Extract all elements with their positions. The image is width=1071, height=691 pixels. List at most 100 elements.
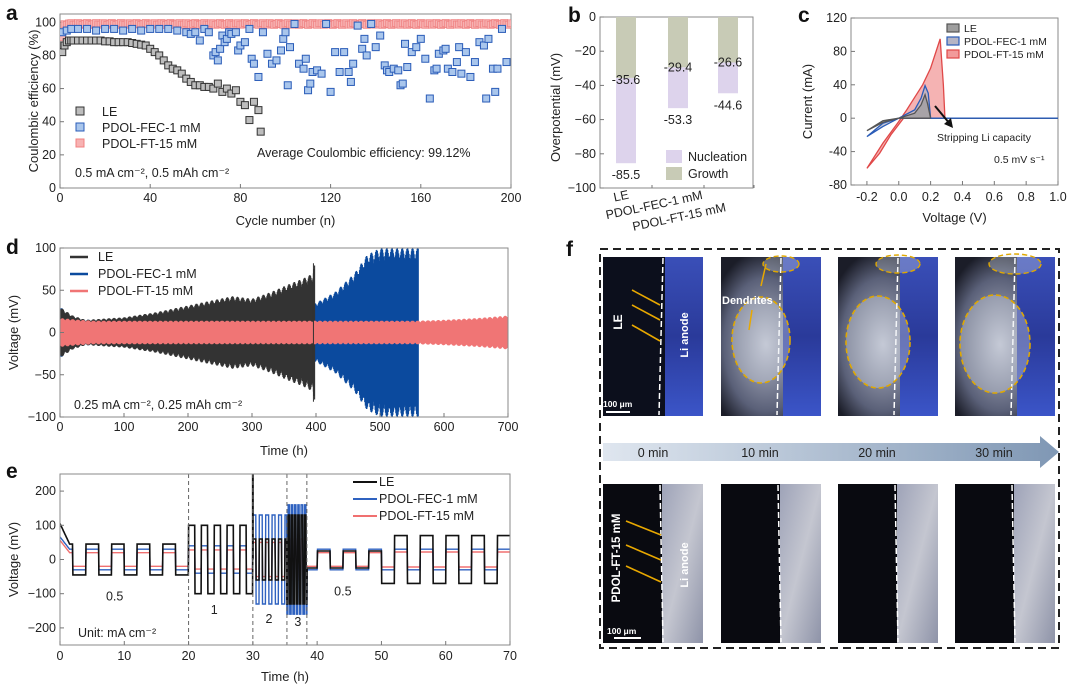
data-point-pdol-fec: [360, 34, 369, 43]
data-point-pdol-fec: [306, 79, 315, 88]
x-tick-label: 0.0: [890, 190, 907, 204]
data-point-pdol-fec: [407, 48, 416, 57]
x-tick-label: 20: [182, 649, 196, 663]
timeline-label: 10 min: [741, 446, 779, 460]
scale-bar-label: 100 μm: [607, 626, 637, 636]
data-point-pdol-fec: [344, 68, 353, 76]
data-point-pdol-fec: [448, 68, 457, 76]
pointer-arrow-icon: [625, 565, 662, 583]
y-tick-label: −80: [575, 147, 596, 161]
data-point-pdol-fec: [110, 24, 119, 33]
data-point-pdol-fec: [164, 24, 173, 33]
li-anode-region: [662, 484, 703, 643]
pointer-arrow-icon: [625, 544, 662, 561]
x-tick-label: 1.0: [1049, 190, 1066, 204]
micrograph-pdol-2: [838, 484, 938, 643]
y-tick-label: 0: [589, 10, 596, 24]
panel-label-e: e: [6, 460, 18, 483]
panel-label-d: d: [6, 236, 19, 259]
data-point-pdol-fec: [358, 44, 367, 53]
plot-area-d: [60, 248, 508, 417]
data-point-pdol-fec: [272, 56, 281, 65]
data-point-le: [177, 69, 186, 78]
data-point-pdol-fec: [304, 86, 313, 95]
data-point-pdol-fec: [353, 21, 362, 30]
panel-e: e −200 −100 0 100 200 0 10 20 30 40 50 60 70 Time (h) V…: [6, 460, 517, 684]
annotation-conditions: 0.25 mA cm⁻², 0.25 mAh cm⁻²: [74, 398, 242, 412]
data-point-pdol-fec: [276, 46, 285, 55]
segment-label: 0.5: [334, 584, 351, 598]
x-category-label: LE: [612, 188, 630, 205]
cv-curve-pdol-ft-15-mm: [866, 38, 1058, 169]
li-anode-region: [1017, 257, 1055, 416]
data-point-le: [213, 79, 222, 88]
data-point-pdol-fec: [231, 28, 240, 37]
plot-frame-a: [59, 13, 512, 189]
x-tick-label: 200: [501, 191, 522, 205]
data-point-pdol-fec: [299, 64, 308, 73]
y-tick-label: 80: [833, 44, 847, 58]
data-point-pdol-fec: [286, 43, 295, 52]
micrograph-le-3: [955, 253, 1055, 416]
y-tick-label: −200: [28, 621, 56, 635]
plot-area-a: [60, 19, 511, 136]
x-axis-label: Time (h): [261, 669, 309, 684]
plot-frame-c: [850, 17, 1059, 186]
data-point-le: [159, 56, 168, 65]
data-point-pdol-fec: [173, 26, 182, 35]
scale-bar-label: 100 μm: [603, 399, 633, 409]
data-point-pdol-fec: [441, 44, 450, 53]
x-tick-label: 0.6: [986, 190, 1003, 204]
micrograph-pdol-3: [955, 484, 1055, 643]
data-point-pdol-fec: [470, 58, 479, 67]
dendrite-outline: [731, 296, 791, 384]
data-point-pdol-ft: [507, 19, 511, 28]
x-tick-label: 400: [306, 420, 327, 434]
data-point-pdol-fec: [398, 79, 407, 88]
dendrite-outline: [959, 294, 1031, 394]
data-label-nucleation: -85.5: [612, 168, 641, 182]
x-tick-label: 0: [57, 191, 64, 205]
y-tick-label: 200: [35, 484, 56, 498]
x-tick-label: 40: [143, 191, 157, 205]
data-point-pdol-fec: [128, 24, 137, 33]
x-tick-label: 120: [320, 191, 341, 205]
segment-label: 1: [211, 603, 218, 617]
y-tick-label: −60: [575, 113, 596, 127]
legend-swatch-nucleation: [666, 150, 682, 163]
li-anode-region: [900, 257, 938, 416]
data-point-pdol-fec: [191, 28, 200, 37]
annotation-average-ce: Average Coulombic efficiency: 99.12%: [257, 146, 471, 160]
bar-growth: [718, 17, 738, 63]
label-li-anode: Li anode: [679, 312, 691, 357]
y-tick-label: −100: [28, 587, 56, 601]
legend-label: PDOL-FT-15 mM: [98, 284, 193, 298]
li-anode-region: [665, 257, 703, 416]
y-axis-label: Coulombic efficiency (%): [26, 30, 41, 173]
data-point-pdol-fec: [401, 39, 410, 48]
data-point-pdol-fec: [482, 94, 491, 103]
y-tick-label: 100: [35, 241, 56, 255]
y-tick-label: 60: [42, 82, 56, 96]
timeline-label: 30 min: [975, 446, 1013, 460]
y-tick-label: 50: [42, 283, 56, 297]
legend-label: Nucleation: [688, 150, 747, 164]
legend-label: LE: [964, 23, 977, 35]
data-point-pdol-fec: [254, 72, 263, 81]
y-tick-label: 0: [49, 326, 56, 340]
label-dendrites: Dendrites: [722, 295, 773, 307]
interface-line: [659, 484, 664, 643]
pointer-arrow-icon: [631, 324, 661, 342]
bar-nucleation: [718, 62, 738, 94]
x-tick-label: 100: [114, 420, 135, 434]
data-point-pdol-fec: [497, 24, 506, 33]
data-point-pdol-fec: [362, 51, 371, 60]
data-point-pdol-fec: [92, 26, 101, 35]
panel-label-a: a: [6, 2, 18, 25]
data-point-pdol-fec: [213, 56, 222, 65]
bar-growth: [616, 17, 636, 78]
interface-line: [776, 257, 782, 416]
voltage-trace-pdol-ft-15-mm: [60, 315, 508, 350]
bar-growth: [668, 17, 688, 68]
timeline-label: 0 min: [638, 446, 669, 460]
